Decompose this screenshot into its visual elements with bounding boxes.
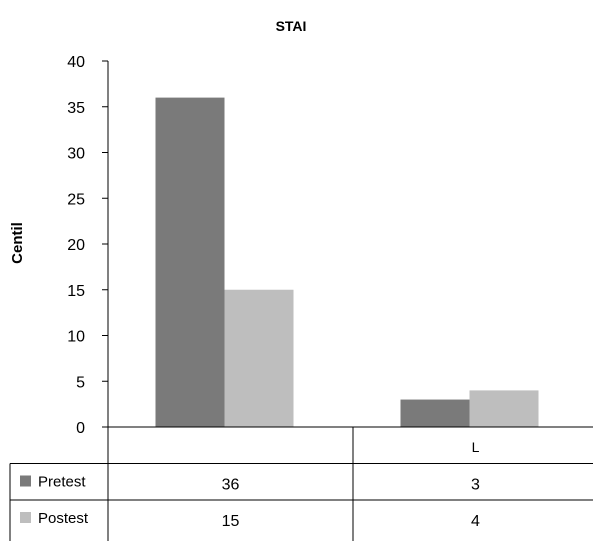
bar-postest-0 [224,289,294,427]
chart-title: STAI [276,18,307,34]
y-tick-label: 35 [67,100,85,117]
table-cell: 3 [471,477,480,494]
table-cell: 15 [222,513,240,530]
legend-swatch-postest [20,512,31,523]
y-tick-label: 25 [67,191,85,208]
legend-label-postest: Postest [38,510,89,527]
category-label: L [472,439,480,455]
y-axis-label: Centil [9,222,26,264]
bars [155,97,539,427]
y-tick-label: 15 [67,283,85,300]
table-cell: 4 [471,513,480,530]
legend-label-pretest: Pretest [38,474,86,491]
y-tick-label: 5 [76,374,85,391]
y-tick-label: 0 [76,420,85,437]
y-tick-label: 30 [67,146,85,163]
y-tick-label: 40 [67,54,85,71]
bar-postest-1 [469,390,539,427]
bar-pretest-1 [400,399,470,427]
data-table: L Pretest 36 3 Postest 15 4 [9,426,593,541]
y-axis-ticks: 0 5 10 15 20 25 30 35 40 [67,54,108,437]
y-tick-label: 20 [67,237,85,254]
bar-pretest-0 [155,97,225,427]
legend-swatch-pretest [20,475,31,487]
y-tick-label: 10 [67,329,85,346]
table-cell: 36 [222,477,240,494]
